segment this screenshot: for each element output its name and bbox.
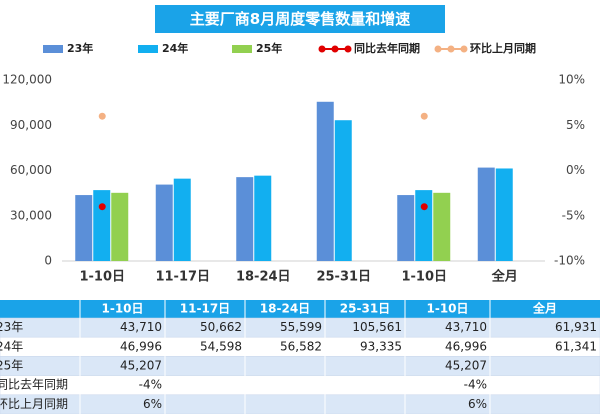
- legend-label: 同比去年同期: [354, 41, 420, 55]
- bar: [111, 192, 129, 261]
- table-row: [0, 356, 600, 376]
- table-header-cell: 1-10日: [101, 302, 143, 316]
- bar: [495, 168, 513, 261]
- table-cell: -4%: [464, 378, 487, 392]
- table-header-cell: 11-17日: [180, 302, 230, 316]
- legend-dot: [447, 45, 455, 53]
- row-label: 25年: [0, 359, 23, 373]
- table-row: [0, 375, 600, 396]
- row-label: 24年: [0, 339, 23, 353]
- y-tick-label: 120,000: [2, 73, 52, 87]
- bar: [316, 101, 334, 261]
- legend-swatch: [43, 45, 63, 53]
- legend-dot: [318, 45, 326, 53]
- legend-dot: [434, 45, 442, 53]
- x-tick-label: 25-31日: [316, 270, 371, 285]
- bar: [236, 177, 254, 261]
- chart-title: 主要厂商8月周度零售数量和增速: [190, 10, 410, 28]
- bar: [433, 192, 451, 261]
- table-cell: 54,598: [200, 339, 242, 353]
- legend-label: 环比上月同期: [470, 41, 536, 55]
- x-tick-label: 11-17日: [155, 270, 210, 285]
- table-cell: 6%: [468, 397, 487, 411]
- y-tick-label: 90,000: [10, 118, 52, 132]
- y-tick-label: 30,000: [10, 208, 52, 222]
- table-header: [0, 300, 600, 318]
- x-tick-label: 18-24日: [236, 270, 291, 285]
- table-cell: 56,582: [280, 339, 322, 353]
- table-cell: 50,662: [200, 320, 242, 334]
- table-cell: 55,599: [280, 320, 322, 334]
- table-cell: 46,996: [445, 339, 487, 353]
- legend-dot: [344, 45, 352, 53]
- bar: [477, 167, 495, 261]
- y2-tick-label: -10%: [554, 254, 585, 268]
- legend-dot: [460, 45, 468, 53]
- bar: [75, 195, 93, 261]
- point: [98, 203, 106, 211]
- table-cell: 93,335: [360, 339, 402, 353]
- table-cell: 61,341: [555, 339, 597, 353]
- legend-label: 25年: [256, 41, 282, 55]
- table-header-cell: 25-31日: [340, 302, 390, 316]
- bar: [173, 178, 191, 261]
- bar: [415, 190, 433, 261]
- legend-swatch: [138, 45, 158, 53]
- y-tick-label: 60,000: [10, 163, 52, 177]
- y2-tick-label: -5%: [562, 208, 585, 222]
- bar: [254, 175, 272, 261]
- row-label: 23年: [0, 320, 23, 334]
- table-header-cell: 18-24日: [260, 302, 310, 316]
- bar: [155, 184, 173, 261]
- table-cell: -4%: [139, 378, 162, 392]
- table-header-cell: 全月: [532, 301, 557, 316]
- legend-label: 23年: [67, 41, 93, 55]
- table-row: [0, 394, 600, 414]
- y2-tick-label: 5%: [566, 118, 585, 132]
- table-cell: 6%: [143, 397, 162, 411]
- point: [420, 203, 428, 211]
- bar: [334, 120, 352, 261]
- row-label: 环比上月同期: [0, 397, 68, 411]
- table-header-cell: 1-10日: [426, 302, 468, 316]
- y2-tick-label: 0%: [566, 163, 585, 177]
- point: [420, 112, 428, 120]
- bar: [93, 190, 111, 261]
- table-cell: 61,931: [555, 320, 597, 334]
- legend-swatch: [232, 45, 252, 53]
- bar: [397, 195, 415, 261]
- table-cell: 46,996: [120, 339, 162, 353]
- y-tick-label: 0: [44, 254, 52, 268]
- legend-label: 24年: [162, 41, 188, 55]
- legend-dot: [331, 45, 339, 53]
- table-cell: 105,561: [352, 320, 402, 334]
- x-tick-label: 全月: [491, 269, 518, 285]
- table-cell: 45,207: [120, 359, 162, 373]
- table-cell: 43,710: [120, 320, 162, 334]
- title-box: [155, 5, 445, 33]
- row-label: 同比去年同期: [0, 378, 68, 392]
- x-tick-label: 1-10日: [79, 270, 125, 285]
- x-tick-label: 1-10日: [401, 270, 447, 285]
- y2-tick-label: 10%: [558, 73, 585, 87]
- point: [98, 112, 106, 120]
- table-cell: 43,710: [445, 320, 487, 334]
- table-cell: 45,207: [445, 359, 487, 373]
